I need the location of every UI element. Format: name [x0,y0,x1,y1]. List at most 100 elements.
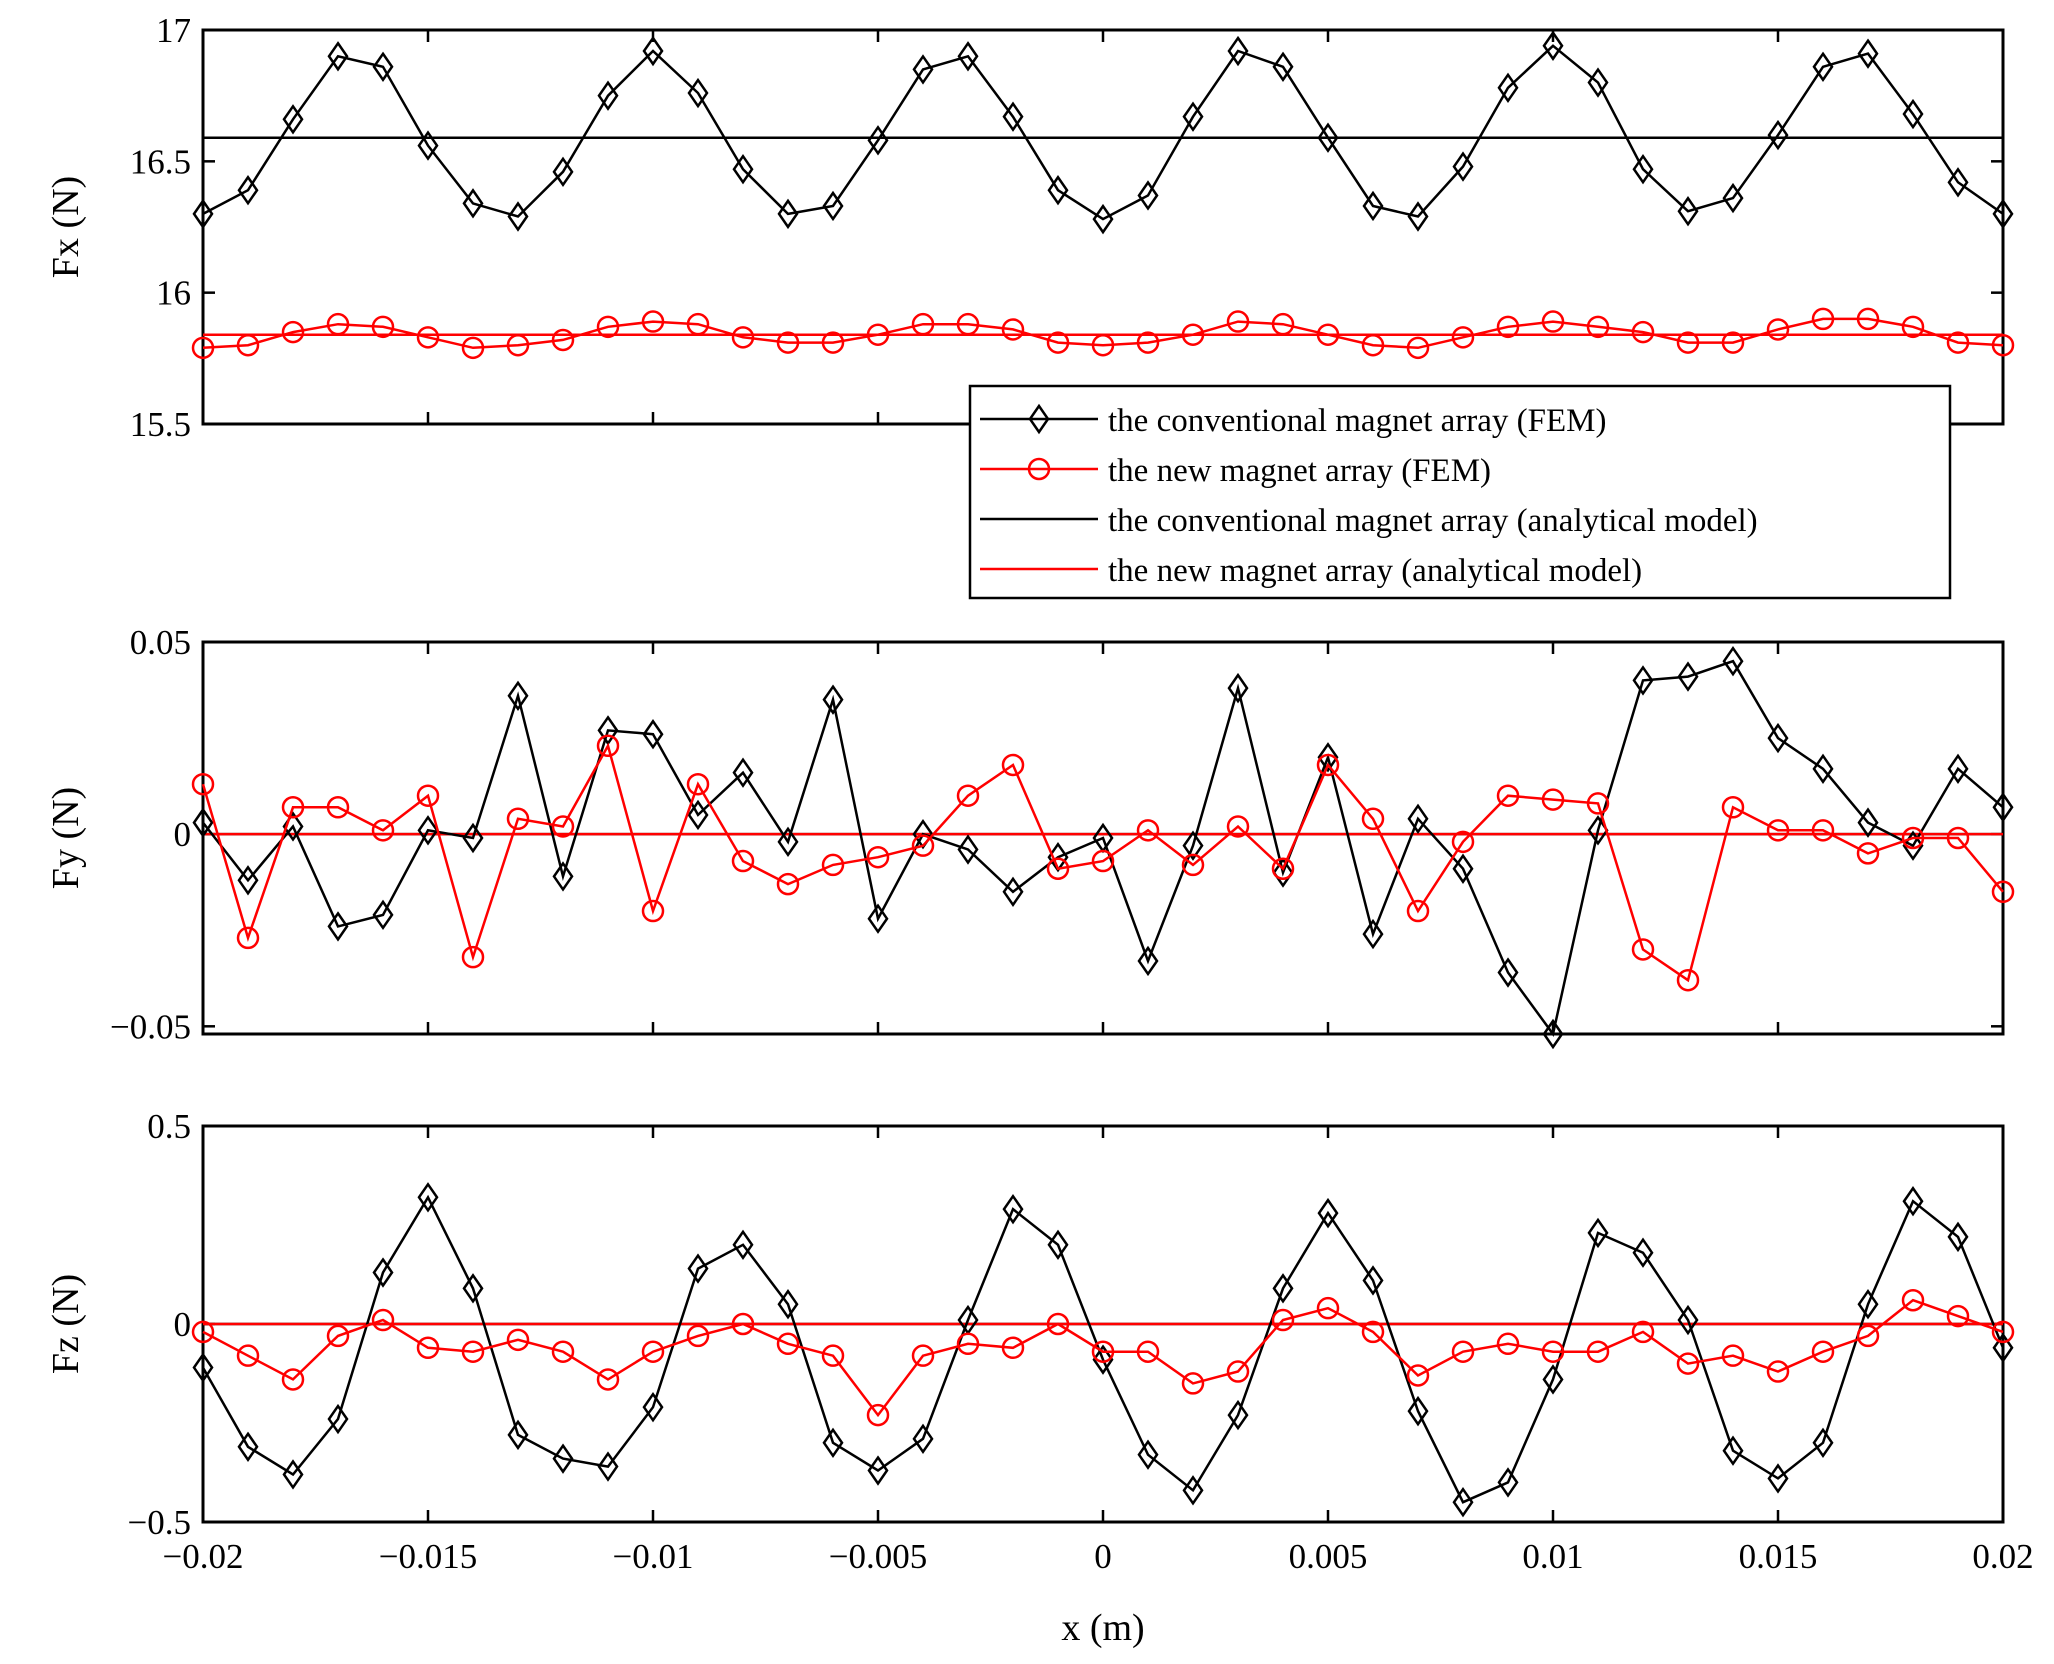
circle-marker [461,336,485,360]
circle-marker [191,772,215,796]
circle-marker [1181,853,1205,877]
diamond-marker [1497,957,1519,988]
diamond-marker [327,1403,349,1435]
diamond-marker [687,799,709,831]
circle-marker [1541,1340,1565,1363]
circle-marker [1811,819,1835,842]
diamond-marker [1227,1399,1249,1431]
diamond-marker [462,188,484,219]
diamond-marker [192,1352,214,1383]
diamond-marker [1947,167,1969,198]
circle-marker [551,328,575,352]
diamond-marker [912,1423,934,1455]
fem-series-line [201,742,2004,983]
diamond-marker [552,156,574,188]
legend: the conventional magnet array (FEM) the … [968,384,1952,600]
diamond-marker-icon [1028,403,1050,435]
diamond-marker [1677,196,1699,227]
circle-marker [1226,815,1250,838]
circle-marker [641,310,665,333]
diamond-marker [1362,918,1384,950]
fem-series-line [201,1194,2005,1504]
diamond-marker [732,757,754,788]
diamond-marker [1722,1435,1744,1466]
diamond-marker [777,1289,799,1320]
circle-marker [236,333,260,357]
diamond-marker [462,822,484,854]
x-tick-label: 0 [1094,1537,1112,1576]
x-tick-labels-fz: −0.02 −0.015 −0.01 −0.005 0 0.005 0.01 0.015 0.0… [163,1537,2034,1576]
circle-marker [866,323,890,346]
diamond-marker [1317,122,1339,153]
circle-marker [1676,1352,1700,1375]
x-tick-label: 0.015 [1739,1537,1818,1576]
diamond-marker [1182,1475,1204,1506]
x-tick-label: 0.01 [1522,1537,1583,1576]
legend-label-new-fem: the new magnet array (FEM) [1108,453,1491,489]
diamond-marker [1542,30,1564,61]
circle-marker [731,849,755,873]
circle-marker [416,1336,440,1360]
diamond-marker [1812,51,1834,82]
diamond-marker [1497,72,1519,103]
circle-marker [1091,1340,1115,1363]
circle-marker [1001,318,1025,341]
circle-marker [551,1340,575,1363]
diamond-marker [1587,67,1609,98]
circle-marker [821,331,845,354]
circle-marker [1901,826,1925,850]
circle-marker [1451,326,1475,349]
legend-label-new-analytical: the new magnet array (analytical model) [1108,553,1642,589]
circle-marker [326,1324,350,1348]
circle-marker [1631,320,1655,344]
circle-marker [1361,1320,1385,1344]
diamond-marker [1227,35,1249,67]
diamond-marker [282,1459,304,1490]
circle-marker [821,853,845,877]
diamond-marker [327,911,349,942]
diamond-marker [642,35,664,67]
diamond-marker [1812,753,1834,785]
diamond-marker [462,1273,484,1304]
diamond-marker [1272,1273,1294,1304]
circle-marker [281,320,305,344]
diamond-marker [417,1182,439,1213]
circle-marker [1136,1340,1160,1363]
circle-marker [776,872,800,896]
diamond-marker [192,198,214,230]
legend-entry: the new magnet array (FEM) [980,453,1491,489]
series-group-fz [191,1182,2015,1518]
circle-marker [1451,830,1475,854]
diamond-marker [1992,198,2014,230]
circle-marker [1181,323,1205,346]
y-tick-labels-fz: −0.5 0 0.5 [128,1107,192,1542]
diamond-marker [1002,876,1024,908]
diamond-marker [1407,1395,1429,1427]
circle-marker [686,772,710,796]
circle-marker [1226,1360,1250,1383]
diamond-marker [1137,1439,1159,1470]
diamond-marker [1767,722,1789,754]
diamond-marker [867,125,889,156]
circle-marker [956,1332,980,1356]
diamond-marker [777,198,799,230]
circle-marker [551,815,575,838]
circle-marker [1451,1340,1475,1363]
circle-marker [371,819,395,842]
diamond-marker [1767,1463,1789,1494]
diamond-marker [1092,1344,1114,1375]
circle-marker [326,796,350,819]
diamond-marker [1587,1217,1609,1249]
circle-marker [596,1368,620,1391]
diamond-marker [597,80,619,111]
circle-marker [1046,1312,1070,1336]
diamond-marker [192,807,214,838]
diamond-marker [1137,180,1159,211]
diamond-marker [1902,98,1924,130]
circle-marker [1496,315,1520,339]
circle-marker [1046,331,1070,354]
diamond-marker [1047,1229,1069,1260]
diamond-marker [1722,646,1744,677]
circle-marker [1856,1324,1880,1348]
circle-marker [776,1332,800,1356]
